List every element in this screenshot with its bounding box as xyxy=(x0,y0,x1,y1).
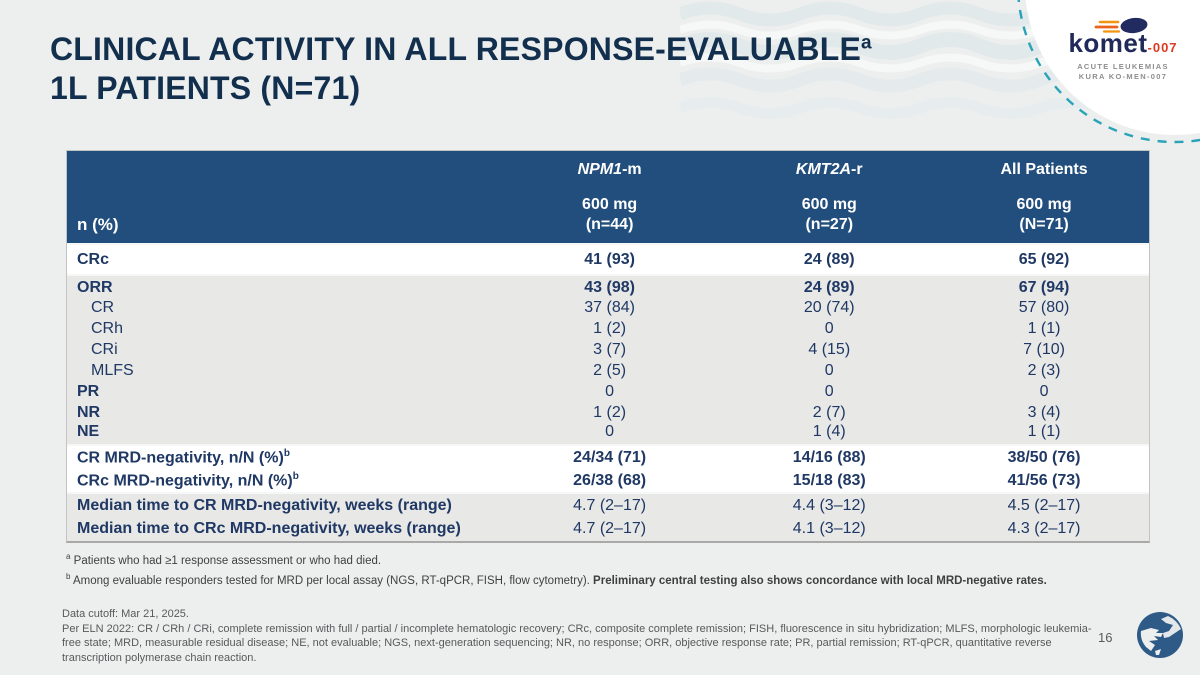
section-median-time: Median time to CR MRD-negativity, weeks … xyxy=(67,493,1149,541)
table-header: n (%) NPM1-m 600 mg (n=44) KMT2A-r 600 m… xyxy=(67,151,1149,244)
footnote-marker-b: b xyxy=(292,470,299,482)
title-line1: CLINICAL ACTIVITY IN ALL RESPONSE-EVALUA… xyxy=(50,31,862,67)
table-row: CRh 1 (2) 0 1 (1) xyxy=(91,319,1061,337)
header-col-npm1: NPM1-m 600 mg (n=44) xyxy=(499,151,720,244)
comet-icon xyxy=(1094,17,1148,34)
logo-subtitle: ACUTE LEUKEMIAS KURA KO-MEN-007 xyxy=(1023,62,1200,82)
table-row: CRc MRD-negativity, n/N (%)b 26/38 (68) … xyxy=(77,470,1081,490)
page-number: 16 xyxy=(1098,630,1113,645)
dashed-circle-border xyxy=(1017,0,1200,144)
header-row-label: n (%) xyxy=(67,151,500,244)
footnote-b: b Among evaluable responders tested for … xyxy=(66,572,1047,588)
table-row: NR 1 (2) 2 (7) 3 (4) xyxy=(77,403,1061,421)
footnote-marker-b: b xyxy=(283,447,290,459)
table-row: CR MRD-negativity, n/N (%)b 24/34 (71) 1… xyxy=(77,447,1081,467)
logo-wordmark: komet-007 xyxy=(1023,28,1200,59)
table-row: ORR 43 (98) 24 (89) 67 (94) xyxy=(77,279,1070,296)
table-row: NE 0 1 (4) 1 (1) xyxy=(77,423,1061,440)
slide-title: CLINICAL ACTIVITY IN ALL RESPONSE-EVALUA… xyxy=(50,30,950,108)
logo-badge-graphic xyxy=(1017,0,1200,144)
section-crc: CRc 41 (93) 24 (89) 65 (92) xyxy=(67,244,1149,275)
logo-subtitle-line1: ACUTE LEUKEMIAS xyxy=(1077,62,1169,71)
table-footnotes: a Patients who had ≥1 response assessmen… xyxy=(66,549,1154,590)
table-row: PR 0 0 0 xyxy=(77,382,1049,400)
section-orr: ORR 43 (98) 24 (89) 67 (94) CR 37 (84) 2… xyxy=(67,275,1149,445)
abbreviations: Per ELN 2022: CR / CRh / CRi, complete r… xyxy=(62,622,1092,664)
table-row: CRi 3 (7) 4 (15) 7 (10) xyxy=(91,340,1065,358)
title-superscript: a xyxy=(861,32,872,54)
komet-logo: komet-007 ACUTE LEUKEMIAS KURA KO-MEN-00… xyxy=(1000,0,1200,160)
table-row: CRc 41 (93) 24 (89) 65 (92) xyxy=(77,250,1070,268)
table-row: MLFS 2 (5) 0 2 (3) xyxy=(91,361,1061,379)
table-row: Median time to CRc MRD-negativity, weeks… xyxy=(77,520,1081,537)
table-row: CR 37 (84) 20 (74) 57 (80) xyxy=(91,298,1070,316)
results-table-container: n (%) NPM1-m 600 mg (n=44) KMT2A-r 600 m… xyxy=(66,150,1150,543)
slide-footer-notes: Data cutoff: Mar 21, 2025. Per ELN 2022:… xyxy=(62,607,1104,665)
footnote-a: a Patients who had ≥1 response assessmen… xyxy=(66,552,382,567)
section-mrd-negativity: CR MRD-negativity, n/N (%)b 24/34 (71) 1… xyxy=(67,445,1149,493)
data-cutoff: Data cutoff: Mar 21, 2025. xyxy=(62,608,189,620)
logo-name: komet xyxy=(1068,28,1148,58)
results-table: n (%) NPM1-m 600 mg (n=44) KMT2A-r 600 m… xyxy=(67,151,1149,541)
header-col-all-patients: All Patients 600 mg (N=71) xyxy=(939,151,1149,244)
logo-suffix: -007 xyxy=(1147,40,1178,55)
logo-subtitle-line2: KURA KO-MEN-007 xyxy=(1078,72,1168,81)
header-col-kmt2a: KMT2A-r 600 mg (n=27) xyxy=(719,151,940,244)
table-row: Median time to CR MRD-negativity, weeks … xyxy=(77,496,1081,514)
title-line2: 1L PATIENTS (N=71) xyxy=(50,70,361,106)
globe-icon xyxy=(1137,612,1183,658)
